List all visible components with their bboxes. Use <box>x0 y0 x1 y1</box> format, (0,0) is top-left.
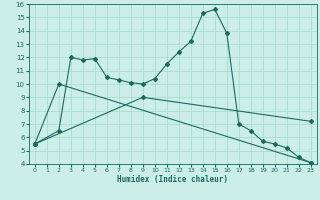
X-axis label: Humidex (Indice chaleur): Humidex (Indice chaleur) <box>117 175 228 184</box>
